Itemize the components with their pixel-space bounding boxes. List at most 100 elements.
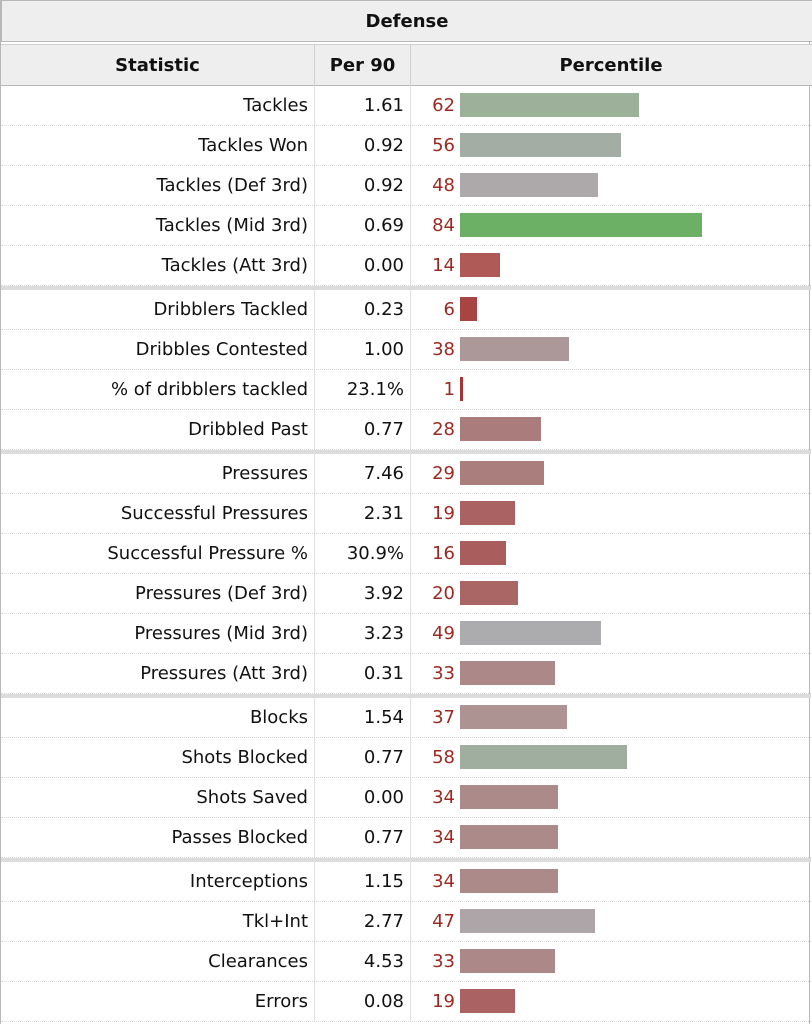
per90-cell: 0.92 <box>315 166 411 205</box>
table-row: Pressures (Mid 3rd) 3.23 49 <box>1 614 811 654</box>
per90-cell: 0.69 <box>315 206 411 245</box>
percentile-bar <box>460 705 567 729</box>
group-separator <box>1 694 811 698</box>
table-row: Dribbled Past 0.77 28 <box>1 410 811 450</box>
table-row: Passes Blocked 0.77 34 <box>1 818 811 858</box>
table-title: Defense <box>1 0 812 42</box>
percentile-value: 19 <box>432 503 455 524</box>
statistic-cell: Dribbled Past <box>1 410 315 449</box>
statistic-cell: Tackles (Mid 3rd) <box>1 206 315 245</box>
per90-cell: 0.23 <box>315 290 411 329</box>
percentile-value: 62 <box>432 95 455 116</box>
per90-cell: 1.00 <box>315 330 411 369</box>
percentile-bar <box>460 869 558 893</box>
percentile-bar <box>460 661 555 685</box>
table-row: Dribblers Tackled 0.23 6 <box>1 290 811 330</box>
statistic-cell: % of dribblers tackled <box>1 370 315 409</box>
statistic-cell: Pressures (Def 3rd) <box>1 574 315 613</box>
per90-cell: 2.31 <box>315 494 411 533</box>
table-row: Tackles (Att 3rd) 0.00 14 <box>1 246 811 286</box>
statistic-cell: Tackles <box>1 86 315 125</box>
header-per-90[interactable]: Per 90 <box>315 45 411 86</box>
percentile-value: 33 <box>432 663 455 684</box>
percentile-bar <box>460 989 515 1013</box>
per90-cell: 2.77 <box>315 902 411 941</box>
percentile-value: 34 <box>432 871 455 892</box>
percentile-bar <box>460 785 558 809</box>
percentile-bar <box>460 377 463 401</box>
per90-cell: 1.54 <box>315 698 411 737</box>
percentile-value: 56 <box>432 135 455 156</box>
table-row: Tackles (Def 3rd) 0.92 48 <box>1 166 811 206</box>
percentile-value: 19 <box>432 991 455 1012</box>
statistic-cell: Blocks <box>1 698 315 737</box>
percentile-value: 14 <box>432 255 455 276</box>
percentile-value: 1 <box>443 379 455 400</box>
statistic-cell: Shots Saved <box>1 778 315 817</box>
percentile-bar <box>460 93 639 117</box>
statistic-cell: Pressures <box>1 454 315 493</box>
table-row: Shots Blocked 0.77 58 <box>1 738 811 778</box>
table-row: Pressures (Att 3rd) 0.31 33 <box>1 654 811 694</box>
percentile-value: 58 <box>432 747 455 768</box>
per90-cell: 7.46 <box>315 454 411 493</box>
table-row: Pressures (Def 3rd) 3.92 20 <box>1 574 811 614</box>
per90-cell: 23.1% <box>315 370 411 409</box>
per90-cell: 0.92 <box>315 126 411 165</box>
statistic-cell: Tkl+Int <box>1 902 315 941</box>
percentile-bar <box>460 417 541 441</box>
table-row: Tackles (Mid 3rd) 0.69 84 <box>1 206 811 246</box>
percentile-value: 33 <box>432 951 455 972</box>
percentile-value: 28 <box>432 419 455 440</box>
statistic-cell: Passes Blocked <box>1 818 315 857</box>
statistic-cell: Dribbles Contested <box>1 330 315 369</box>
header-percentile[interactable]: Percentile <box>559 55 663 76</box>
percentile-bar <box>460 621 601 645</box>
table-row: Tkl+Int 2.77 47 <box>1 902 811 942</box>
percentile-value: 29 <box>432 463 455 484</box>
percentile-value: 38 <box>432 339 455 360</box>
percentile-value: 47 <box>432 911 455 932</box>
statistic-cell: Tackles (Def 3rd) <box>1 166 315 205</box>
table-row: Interceptions 1.15 34 <box>1 862 811 902</box>
per90-cell: 4.53 <box>315 942 411 981</box>
per90-cell: 3.23 <box>315 614 411 653</box>
percentile-bar <box>460 909 595 933</box>
table-row: Shots Saved 0.00 34 <box>1 778 811 818</box>
group-separator <box>1 858 811 862</box>
per90-cell: 1.61 <box>315 86 411 125</box>
per90-cell: 0.77 <box>315 738 411 777</box>
table-row: Pressures 7.46 29 <box>1 454 811 494</box>
statistic-cell: Pressures (Mid 3rd) <box>1 614 315 653</box>
group-separator <box>1 286 811 290</box>
per90-cell: 0.00 <box>315 778 411 817</box>
table-row: % of dribblers tackled 23.1% 1 <box>1 370 811 410</box>
percentile-value: 20 <box>432 583 455 604</box>
group-separator <box>1 450 811 454</box>
percentile-value: 34 <box>432 787 455 808</box>
percentile-value: 16 <box>432 543 455 564</box>
percentile-bar <box>460 501 515 525</box>
statistic-cell: Successful Pressures <box>1 494 315 533</box>
percentile-bar <box>460 133 621 157</box>
statistic-cell: Shots Blocked <box>1 738 315 777</box>
percentile-bar <box>460 173 598 197</box>
percentile-bar <box>460 297 477 321</box>
statistic-cell: Dribblers Tackled <box>1 290 315 329</box>
table-row: Tackles Won 0.92 56 <box>1 126 811 166</box>
statistic-cell: Interceptions <box>1 862 315 901</box>
header-row: Statistic Per 90 Percentile <box>1 44 812 86</box>
percentile-value: 49 <box>432 623 455 644</box>
percentile-bar <box>460 253 500 277</box>
percentile-value: 48 <box>432 175 455 196</box>
per90-cell: 3.92 <box>315 574 411 613</box>
statistic-cell: Successful Pressure % <box>1 534 315 573</box>
header-statistic[interactable]: Statistic <box>1 45 315 86</box>
per90-cell: 0.00 <box>315 246 411 285</box>
table-row: Clearances 4.53 33 <box>1 942 811 982</box>
percentile-value: 84 <box>432 215 455 236</box>
statistic-cell: Pressures (Att 3rd) <box>1 654 315 693</box>
percentile-bar <box>460 213 702 237</box>
per90-cell: 30.9% <box>315 534 411 573</box>
percentile-value: 6 <box>443 299 455 320</box>
